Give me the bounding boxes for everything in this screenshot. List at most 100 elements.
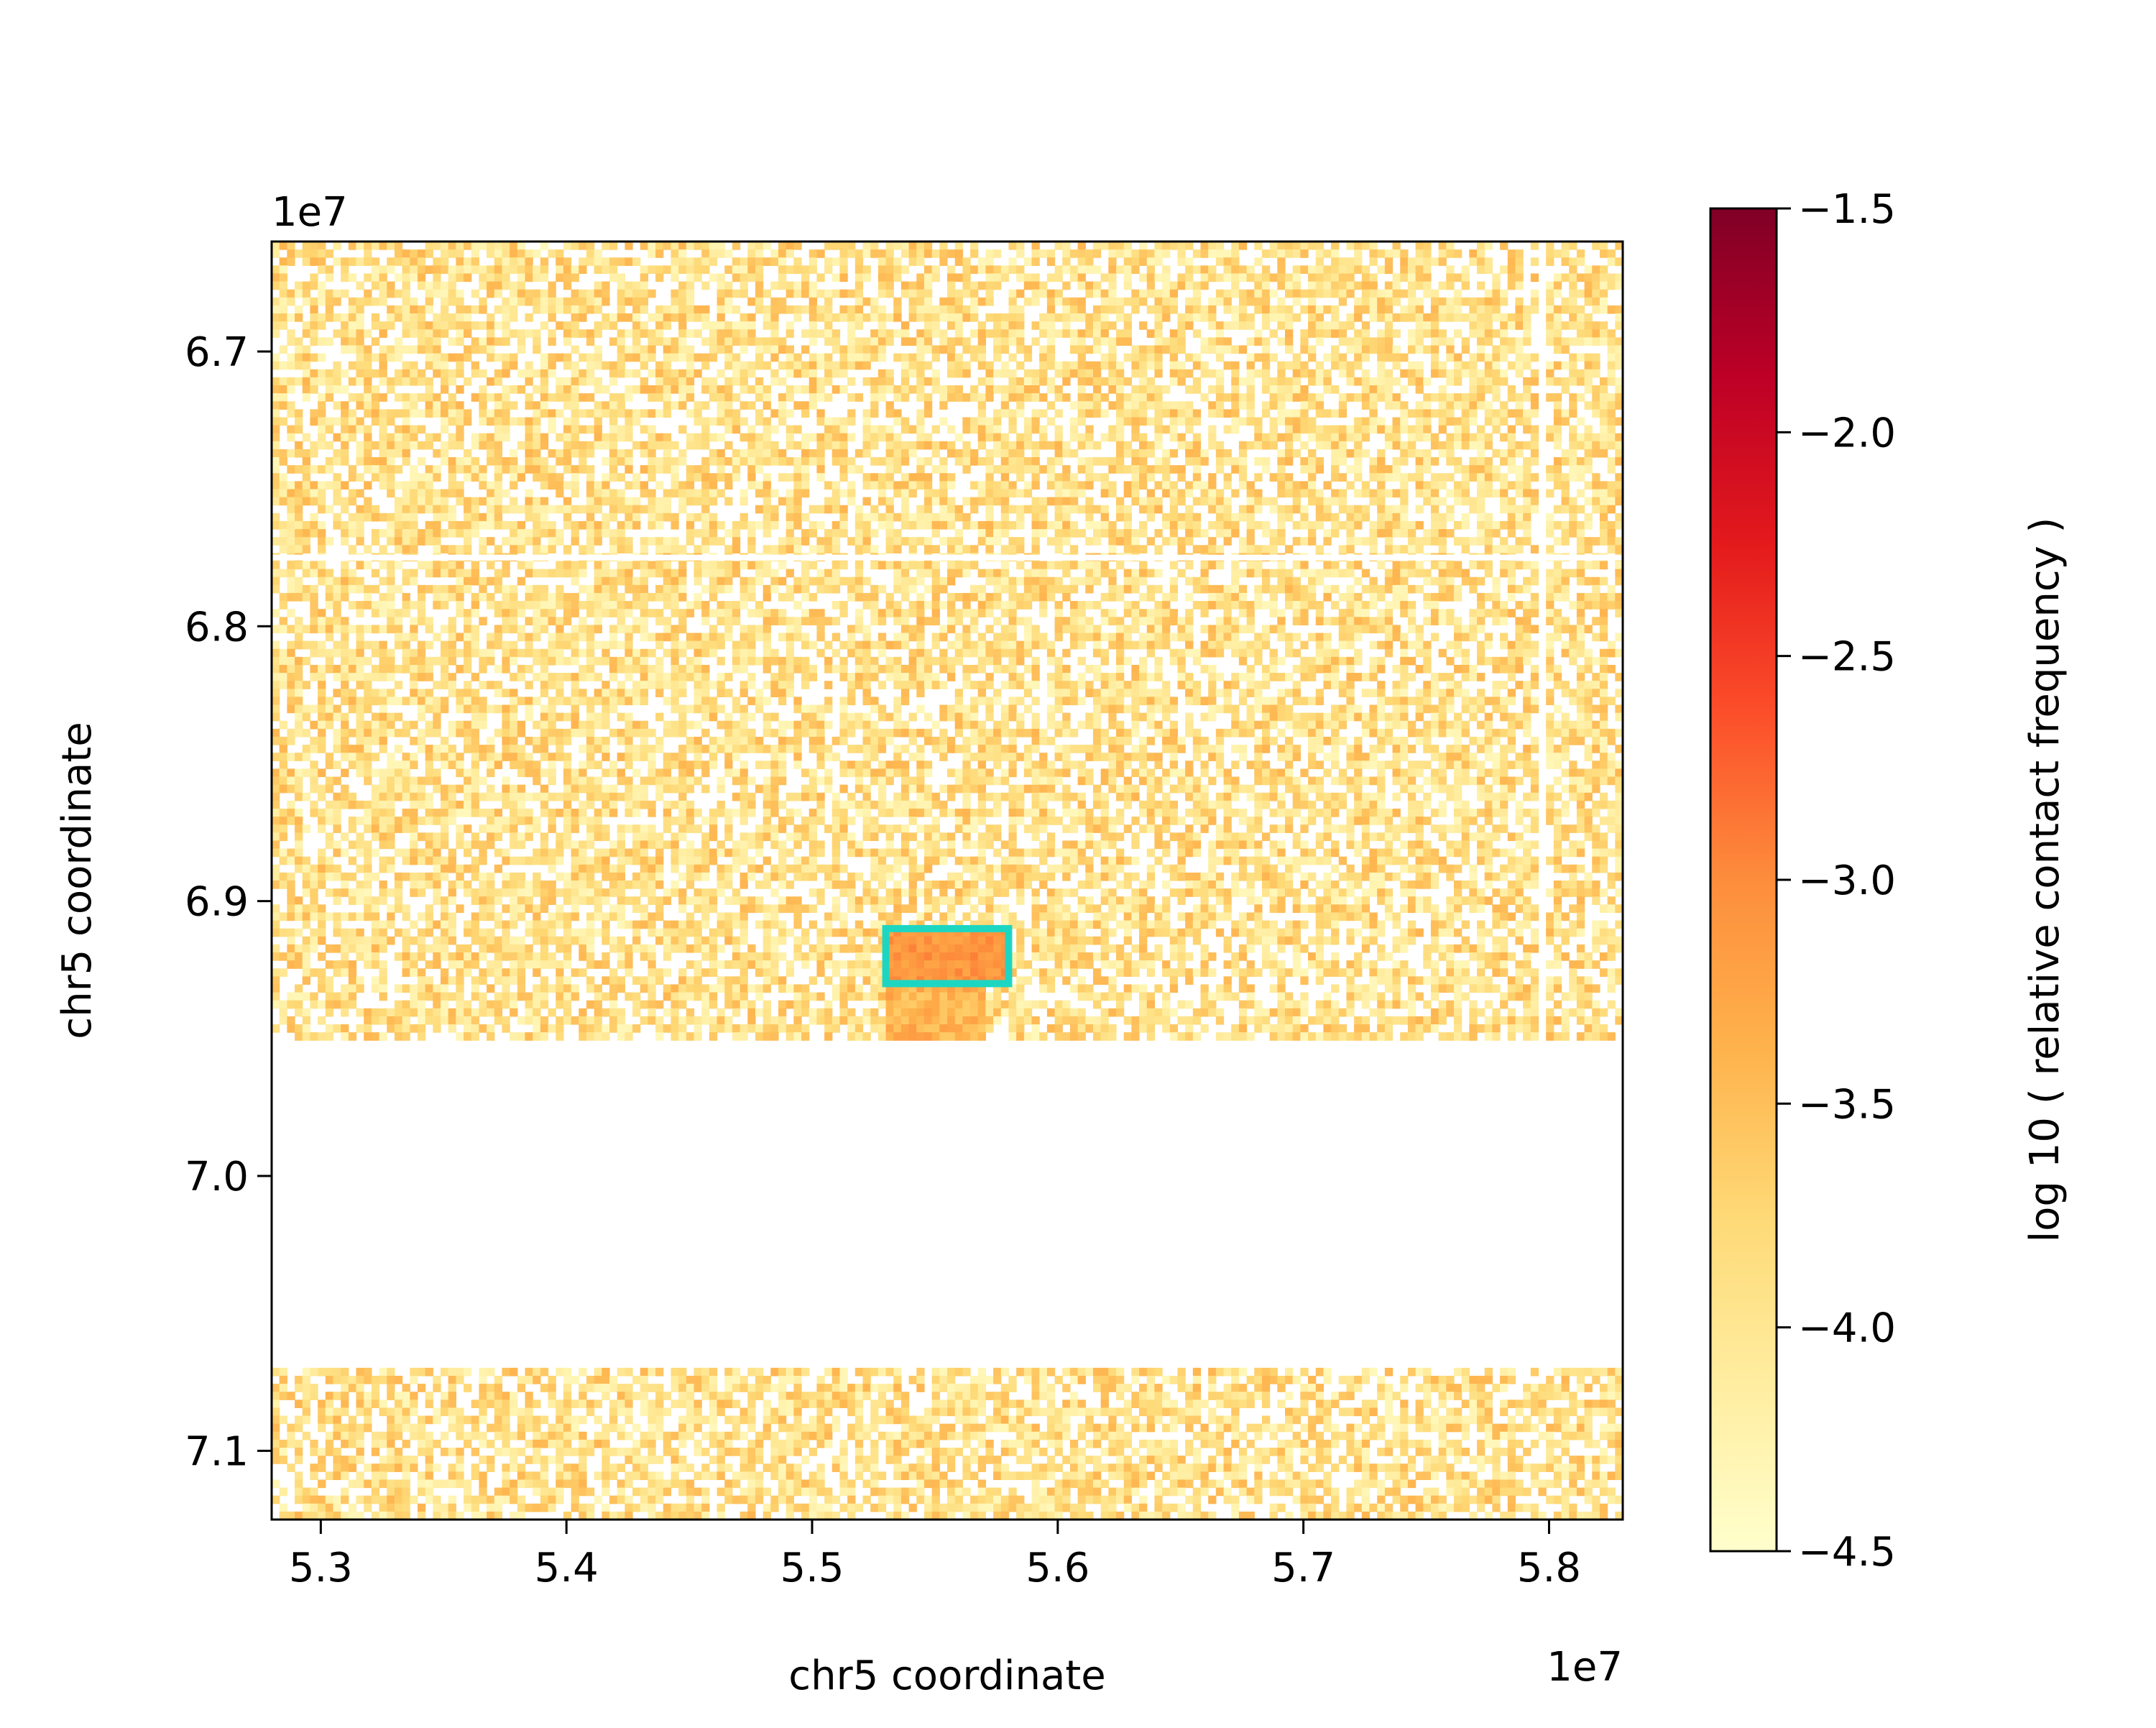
heatmap-cell [970, 497, 979, 506]
heatmap-cell [1292, 393, 1301, 402]
heatmap-cell [625, 425, 633, 434]
heatmap-cell [487, 537, 495, 546]
heatmap-cell [1477, 481, 1485, 490]
heatmap-cell [1615, 401, 1623, 410]
heatmap-cell [594, 569, 602, 578]
heatmap-cell [548, 289, 556, 298]
heatmap-cell [916, 361, 925, 370]
heatmap-cell [1361, 569, 1370, 578]
heatmap-cell [1062, 313, 1071, 322]
heatmap-cell [540, 505, 549, 514]
heatmap-cell [586, 242, 595, 250]
heatmap-cell [1515, 353, 1524, 362]
heatmap-cell [893, 561, 902, 570]
heatmap-cell [732, 393, 741, 402]
heatmap-cell [325, 425, 334, 434]
heatmap-cell [479, 337, 487, 346]
heatmap-cell [770, 345, 779, 354]
heatmap-cell [900, 576, 910, 586]
heatmap-cell [831, 345, 841, 354]
heatmap-cell [1553, 401, 1562, 410]
heatmap-cell [740, 265, 748, 275]
heatmap-cell [602, 481, 610, 490]
heatmap-cell [1092, 329, 1102, 338]
heatmap-cell [939, 313, 948, 322]
heatmap-cell [563, 497, 572, 506]
heatmap-cell [1415, 520, 1424, 530]
heatmap-cell [1331, 520, 1340, 530]
heatmap-cell [717, 321, 725, 330]
heatmap-cell [717, 457, 725, 466]
heatmap-cell [709, 569, 718, 578]
heatmap-cell [310, 520, 318, 530]
heatmap-cell [1108, 569, 1117, 578]
heatmap-cell [778, 576, 787, 586]
heatmap-cell [1292, 576, 1301, 586]
heatmap-cell [1469, 257, 1478, 266]
heatmap-cell [1515, 281, 1524, 290]
heatmap-cell [1369, 465, 1378, 474]
heatmap-cell [970, 520, 979, 530]
heatmap-cell [1016, 489, 1025, 498]
heatmap-cell [1615, 321, 1623, 330]
heatmap-cell [1108, 401, 1117, 410]
heatmap-cell [1208, 305, 1217, 314]
heatmap-cell [1530, 353, 1539, 362]
heatmap-cell [1592, 281, 1600, 290]
heatmap-cell [1016, 576, 1025, 586]
heatmap-cell [1108, 337, 1117, 346]
heatmap-cell [594, 345, 602, 354]
heatmap-cell [1384, 313, 1393, 322]
heatmap-cell [1069, 273, 1079, 282]
heatmap-cell [1008, 329, 1017, 338]
heatmap-cell [1116, 465, 1125, 474]
heatmap-cell [302, 561, 311, 570]
heatmap-cell [556, 569, 564, 578]
heatmap-cell [1361, 337, 1370, 346]
heatmap-cell [763, 457, 771, 466]
heatmap-cell [1484, 321, 1493, 330]
heatmap-cell [1146, 497, 1156, 506]
heatmap-cell [1231, 273, 1240, 282]
heatmap-cell [1062, 393, 1071, 402]
heatmap-cell [1031, 529, 1040, 538]
heatmap-cell [1054, 497, 1063, 506]
heatmap-cell [755, 265, 764, 275]
heatmap-cell [487, 497, 495, 506]
heatmap-cell [1392, 489, 1401, 498]
heatmap-cell [1430, 489, 1439, 498]
heatmap-cell [425, 297, 433, 306]
heatmap-cell [1576, 537, 1585, 546]
heatmap-cell [1338, 353, 1348, 362]
heatmap-cell [1261, 353, 1271, 362]
heatmap-cell [1100, 321, 1109, 330]
heatmap-cell [1008, 489, 1017, 498]
heatmap-cell [1108, 257, 1117, 266]
heatmap-cell [1438, 401, 1447, 410]
heatmap-cell [1461, 520, 1470, 530]
heatmap-cell [1346, 377, 1355, 386]
heatmap-cell [471, 473, 480, 482]
heatmap-cell [1046, 249, 1056, 258]
heatmap-cell [1415, 489, 1424, 498]
heatmap-cell [877, 425, 887, 434]
heatmap-cell [862, 576, 871, 586]
heatmap-cell [1054, 481, 1063, 490]
heatmap-cell [417, 393, 426, 402]
heatmap-cell [1200, 369, 1209, 378]
heatmap-cell [908, 313, 917, 322]
heatmap-cell [494, 409, 503, 418]
heatmap-cell [640, 409, 649, 418]
heatmap-cell [371, 369, 380, 378]
heatmap-cell [295, 513, 303, 522]
heatmap-cell [594, 497, 602, 506]
heatmap-cell [916, 433, 925, 442]
heatmap-cell [1500, 449, 1508, 458]
heatmap-cell [701, 441, 710, 450]
heatmap-cell [586, 289, 595, 298]
heatmap-cell [1369, 489, 1378, 498]
heatmap-cell [1407, 369, 1416, 378]
heatmap-cell [1085, 369, 1094, 378]
heatmap-cell [1246, 377, 1255, 386]
heatmap-cell [678, 321, 687, 330]
